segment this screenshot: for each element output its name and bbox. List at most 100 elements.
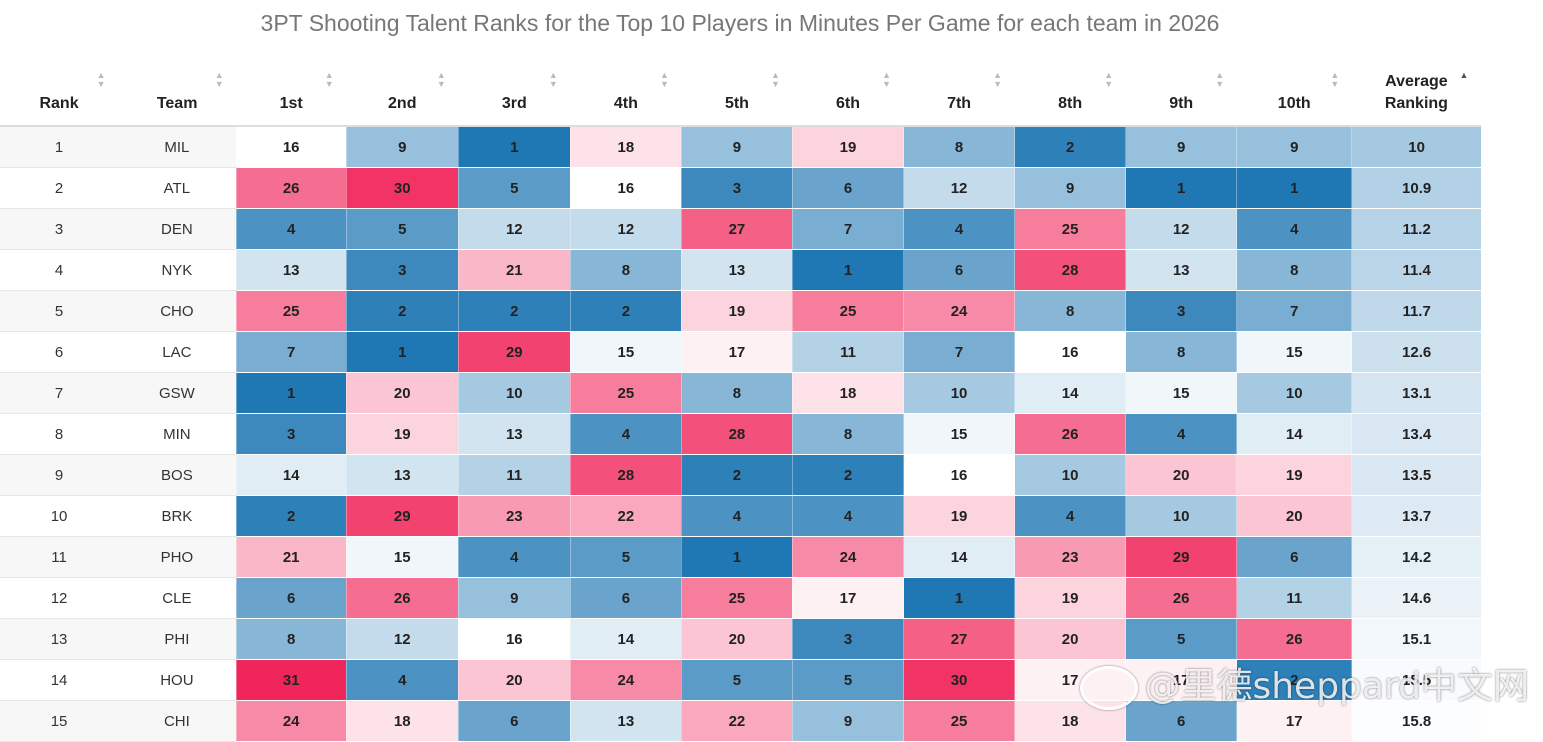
- column-header-6th[interactable]: 6th ▲ ▼: [792, 55, 904, 127]
- heat-cell: 4: [457, 536, 571, 578]
- heat-cell: 25: [791, 290, 904, 332]
- heat-cell: 4: [235, 208, 347, 250]
- column-header-4th[interactable]: 4th ▲ ▼: [570, 55, 682, 127]
- heat-cell: 6: [1236, 536, 1352, 578]
- column-header-label: 9th: [1169, 95, 1194, 112]
- heat-cell: 28: [1014, 249, 1126, 291]
- team-cell: CHI: [118, 700, 237, 742]
- sort-arrows-icon[interactable]: ▲▼: [1215, 70, 1225, 89]
- heat-cell: 20: [345, 372, 459, 414]
- column-header-average-ranking[interactable]: Average Ranking ▲▼: [1351, 55, 1481, 127]
- rank-cell: 10: [0, 495, 119, 537]
- heat-cell: 23: [457, 495, 571, 537]
- column-header-5th[interactable]: 5th ▲ ▼: [681, 55, 793, 127]
- table-row: 12 CLE 6 26 9 6 25 17 1 19 26 11 14.6: [0, 577, 1481, 619]
- heat-cell: 2: [791, 454, 904, 496]
- heat-cell: 4: [1014, 495, 1126, 537]
- heat-cell: 19: [1014, 577, 1126, 619]
- heat-cell: 25: [903, 700, 1015, 742]
- sort-arrows-icon[interactable]: ▲▼: [882, 70, 891, 89]
- table-row: 15 CHI 24 18 6 13 22 9 25 18 6 17 15.8: [0, 700, 1481, 742]
- heat-cell: 20: [1236, 495, 1352, 537]
- heat-cell: 2: [1014, 126, 1126, 168]
- heat-cell: 11: [457, 454, 571, 496]
- heat-cell: 17: [1236, 700, 1352, 742]
- table-row: 6 LAC 7 1 29 15 17 11 7 16 8 15 12.6: [0, 331, 1481, 373]
- heat-cell: 19: [680, 290, 793, 332]
- heat-cell: 9: [457, 577, 571, 619]
- sort-arrows-icon[interactable]: ▲▼: [1330, 70, 1340, 89]
- column-header-8th[interactable]: 8th ▲ ▼: [1014, 55, 1126, 127]
- table-row: 3 DEN 4 5 12 12 27 7 4 25 12 4 11.2: [0, 208, 1481, 250]
- team-cell: LAC: [118, 331, 237, 373]
- sort-arrows-icon[interactable]: ▲▼: [771, 70, 780, 89]
- column-header-rank[interactable]: Rank ▲ ▼: [0, 55, 119, 127]
- column-header-label: 8th: [1058, 95, 1083, 112]
- heat-cell: 20: [1014, 618, 1126, 660]
- heat-cell: 3: [791, 618, 904, 660]
- column-header-label: 4th: [613, 95, 638, 112]
- heat-cell: 4: [903, 208, 1015, 250]
- column-header-label: Average Ranking: [1384, 73, 1448, 112]
- heat-cell: 21: [235, 536, 347, 578]
- heat-cell: 18: [569, 126, 682, 168]
- heat-cell: 30: [345, 167, 459, 209]
- sort-arrows-icon[interactable]: ▲▼: [436, 70, 446, 89]
- heat-cell: 15: [569, 331, 682, 373]
- sort-arrows-icon[interactable]: ▲▼: [1459, 70, 1469, 80]
- heat-cell: 2: [1236, 659, 1352, 701]
- column-header-10th[interactable]: 10th ▲ ▼: [1236, 55, 1352, 127]
- heat-cell: 27: [903, 618, 1015, 660]
- sort-arrows-icon[interactable]: ▲▼: [1104, 70, 1114, 89]
- heat-cell: 13: [569, 700, 682, 742]
- heat-cell: 16: [1014, 331, 1126, 373]
- heat-cell: 5: [791, 659, 904, 701]
- table-row: 11 PHO 21 15 4 5 1 24 14 23 29 6 14.2: [0, 536, 1481, 578]
- column-header-9th[interactable]: 9th ▲ ▼: [1125, 55, 1237, 127]
- heat-cell: 6: [457, 700, 571, 742]
- table-row: 5 CHO 25 2 2 2 19 25 24 8 3 7 11.7: [0, 290, 1481, 332]
- average-cell: 10.9: [1351, 167, 1481, 209]
- sort-arrows-icon[interactable]: ▲▼: [324, 70, 334, 89]
- heat-cell: 10: [1125, 495, 1237, 537]
- table-body: 1 MIL 16 9 1 18 9 19 8 2 9 9 10 2 ATL 26 30 5 16 3 6 12 9 1 1 10.…: [0, 126, 1481, 742]
- heat-cell: 13: [680, 249, 793, 291]
- heat-cell: 18: [1014, 700, 1126, 742]
- heat-cell: 11: [791, 331, 904, 373]
- heat-cell: 29: [345, 495, 459, 537]
- heat-cell: 4: [569, 413, 682, 455]
- heat-cell: 8: [1236, 249, 1352, 291]
- table-row: 13 PHI 8 12 16 14 20 3 27 20 5 26 15.1: [0, 618, 1481, 660]
- heat-cell: 1: [1125, 167, 1237, 209]
- heat-cell: 31: [235, 659, 347, 701]
- heat-cell: 12: [569, 208, 682, 250]
- team-cell: CLE: [118, 577, 237, 619]
- column-header-2nd[interactable]: 2nd ▲ ▼: [346, 55, 459, 127]
- heat-cell: 22: [569, 495, 682, 537]
- heat-cell: 13: [457, 413, 571, 455]
- heat-cell: 2: [457, 290, 571, 332]
- sort-arrows-icon[interactable]: ▲▼: [96, 70, 106, 89]
- column-header-team[interactable]: Team ▲ ▼: [118, 55, 237, 127]
- heat-cell: 25: [235, 290, 347, 332]
- column-header-1st[interactable]: 1st ▲ ▼: [236, 55, 347, 127]
- sort-arrows-icon[interactable]: ▲▼: [548, 70, 558, 89]
- rank-cell: 8: [0, 413, 119, 455]
- heat-cell: 26: [1014, 413, 1126, 455]
- heat-cell: 28: [680, 413, 793, 455]
- average-cell: 14.6: [1351, 577, 1481, 619]
- column-header-label: 7th: [947, 95, 972, 112]
- heat-cell: 3: [235, 413, 347, 455]
- heat-cell: 17: [680, 331, 793, 373]
- column-header-7th[interactable]: 7th ▲ ▼: [903, 55, 1015, 127]
- average-cell: 15.1: [1351, 618, 1481, 660]
- heat-cell: 16: [457, 618, 571, 660]
- heat-cell: 23: [1014, 536, 1126, 578]
- sort-arrows-icon[interactable]: ▲▼: [214, 70, 224, 89]
- heat-cell: 14: [1014, 372, 1126, 414]
- sort-arrows-icon[interactable]: ▲▼: [993, 70, 1003, 89]
- column-header-3rd[interactable]: 3rd ▲ ▼: [458, 55, 571, 127]
- average-cell: 13.4: [1351, 413, 1481, 455]
- average-cell: 13.7: [1351, 495, 1481, 537]
- sort-arrows-icon[interactable]: ▲▼: [659, 70, 669, 89]
